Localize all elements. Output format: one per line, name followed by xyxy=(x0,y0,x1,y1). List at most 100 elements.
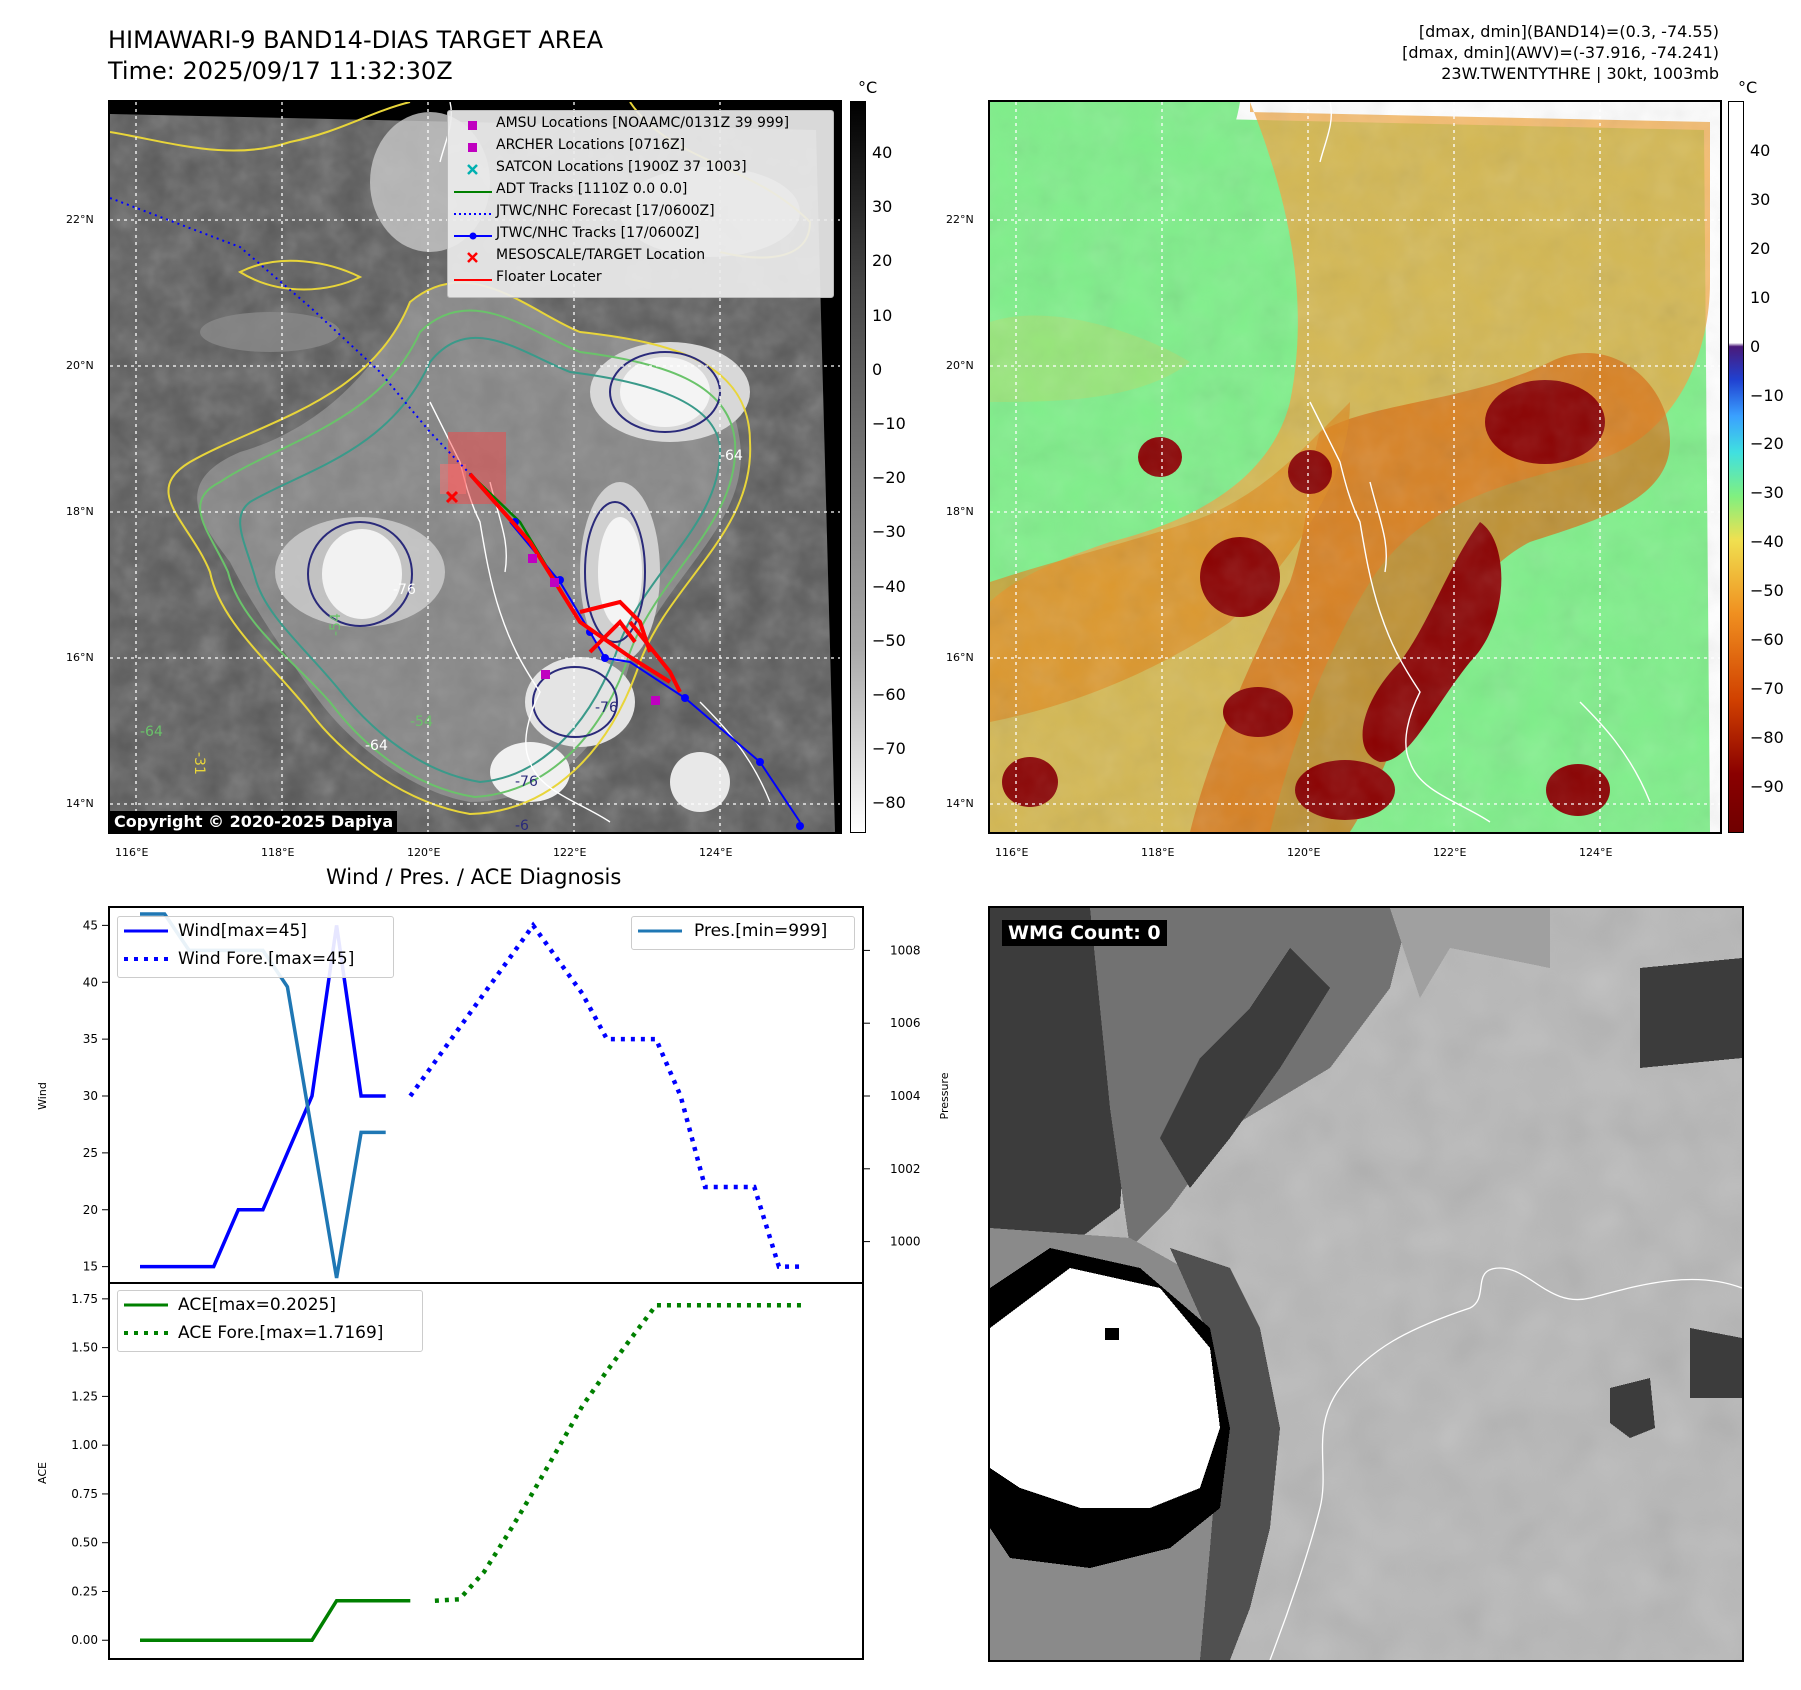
legend-label: MESOSCALE/TARGET Location xyxy=(496,247,706,263)
colorbar-tick-label: 0 xyxy=(1750,336,1761,356)
colorbar-tick-label: −20 xyxy=(872,468,906,488)
wind-tick-label: 40 xyxy=(83,975,98,989)
contour-label: -6 xyxy=(515,818,529,832)
awv-map-svg xyxy=(990,102,1720,832)
colorbar-tick-label: −40 xyxy=(1750,532,1784,552)
ace-forecast-legend-label: ACE Fore.[max=1.7169] xyxy=(178,1323,384,1343)
legend-x-icon xyxy=(467,252,478,263)
wmg-coastline xyxy=(1269,1267,1742,1660)
legend-item-target: MESOSCALE/TARGET Location xyxy=(448,247,833,265)
legend-item-jtwc-forecast: JTWC/NHC Forecast [17/0600Z] xyxy=(448,203,833,221)
wind-tick-label: 15 xyxy=(83,1260,98,1274)
colorbar-tick-label: −90 xyxy=(1750,776,1784,796)
awv-coastline xyxy=(1309,102,1651,823)
lon-label: 122°E xyxy=(1433,846,1467,859)
chart-title: HIMAWARI-9 BAND14-DIAS TARGET AREA xyxy=(108,26,604,54)
ace-series-line xyxy=(140,1598,411,1642)
colorbar-tick-label: 30 xyxy=(1750,189,1771,209)
legend-dotted-line-icon xyxy=(124,957,168,961)
lon-label: 118°E xyxy=(1141,846,1175,859)
legend-label: Floater Locater xyxy=(496,269,602,285)
legend-dotted-line-icon xyxy=(454,213,492,215)
legend-label: ADT Tracks [1110Z 0.0 0.0] xyxy=(496,181,688,197)
colorbar-tick-label: −50 xyxy=(872,630,906,650)
pressure-legend-label: Pres.[min=999] xyxy=(694,921,828,941)
legend-item-jtwc-tracks: JTWC/NHC Tracks [17/0600Z] xyxy=(448,225,833,243)
legend-solid-line-icon xyxy=(638,929,682,933)
wmg-panel: WMG Count: 0 xyxy=(988,906,1744,1662)
legend-item-adt: ADT Tracks [1110Z 0.0 0.0] xyxy=(448,181,833,199)
lat-label: 16°N xyxy=(946,651,974,664)
lon-label: 118°E xyxy=(261,846,295,859)
legend-line-icon xyxy=(454,279,492,281)
diagnosis-title: Wind / Pres. / ACE Diagnosis xyxy=(326,865,622,889)
lat-label: 22°N xyxy=(66,213,94,226)
awv-colorbar-unit: °C xyxy=(1738,78,1758,97)
colorbar-tick-label: 20 xyxy=(872,251,893,271)
lat-label: 18°N xyxy=(66,505,94,518)
ace-forecast-series-line xyxy=(434,1303,804,1603)
chart-timestamp: Time: 2025/09/17 11:32:30Z xyxy=(108,57,453,85)
colorbar-tick-label: 20 xyxy=(1750,238,1771,258)
legend-label: JTWC/NHC Tracks [17/0600Z] xyxy=(496,225,700,241)
contour-label: -31 xyxy=(191,752,207,775)
pressure-tick-label: 1004 xyxy=(890,1089,921,1103)
lon-label: 120°E xyxy=(1287,846,1321,859)
contour-label: -64 xyxy=(720,448,743,464)
colorbar-tick-label: −60 xyxy=(1750,630,1784,649)
legend-solid-line-icon xyxy=(124,1303,168,1307)
wind-tick-label: 25 xyxy=(83,1146,98,1160)
floater-locater-lines xyxy=(468,472,682,693)
contour-label: -64 xyxy=(365,738,388,754)
wind-series-line xyxy=(140,925,386,1269)
lon-label: 120°E xyxy=(407,846,441,859)
colorbar-tick-label: −10 xyxy=(1750,385,1784,405)
legend-line-icon xyxy=(454,191,492,193)
colorbar-tick-label: −80 xyxy=(872,793,906,813)
colorbar-tick-label: −70 xyxy=(1750,678,1784,698)
ace-tick-label: 0.25 xyxy=(71,1584,98,1598)
legend-item-amsu: AMSU Locations [NOAAMC/0131Z 39 999] xyxy=(448,115,833,133)
legend-x-icon xyxy=(467,164,478,175)
floater-box-small xyxy=(440,464,466,494)
legend-square-icon xyxy=(468,121,477,130)
wind-tick-label: 45 xyxy=(83,918,98,932)
jtwc-forecast-track xyxy=(110,197,471,475)
legend-label: JTWC/NHC Forecast [17/0600Z] xyxy=(496,203,715,219)
lon-label: 116°E xyxy=(115,846,149,859)
wind-tick-label: 20 xyxy=(83,1203,98,1217)
ace-tick-label: 1.25 xyxy=(71,1389,98,1403)
ace-tick-label: 0.00 xyxy=(71,1633,98,1647)
contour-labels: -64 -76 -54 -76 -64 -54 -31 -76 -64 -6 xyxy=(140,448,743,832)
wmg-count-label: WMG Count: 0 xyxy=(1002,920,1167,946)
ir-map-panel: -64 -76 -54 -76 -64 -54 -31 -76 -64 -6 C… xyxy=(108,100,842,834)
wind-forecast-legend-label: Wind Fore.[max=45] xyxy=(178,949,355,969)
awv-colorbar xyxy=(1728,101,1744,833)
jtwc-track xyxy=(509,521,801,823)
wmg-cells xyxy=(990,908,1742,1660)
lat-label: 20°N xyxy=(66,359,94,372)
ace-tick-label: 1.75 xyxy=(71,1292,98,1306)
legend-item-archer: ARCHER Locations [0716Z] xyxy=(448,137,833,155)
info-band14-range: [dmax, dmin](BAND14)=(0.3, -74.55) xyxy=(1418,22,1719,41)
legend-item-floater: Floater Locater xyxy=(448,269,833,287)
colorbar-tick-label: 10 xyxy=(872,305,893,325)
pressure-legend: Pres.[min=999] xyxy=(631,916,855,950)
pressure-tick-label: 1000 xyxy=(890,1235,921,1249)
wind-legend-label: Wind[max=45] xyxy=(178,921,307,941)
colorbar-tick-label: −40 xyxy=(872,576,906,596)
contour-label: -54 xyxy=(328,613,344,636)
legend-item-satcon: SATCON Locations [1900Z 37 1003] xyxy=(448,159,833,177)
contour-label: -76 xyxy=(393,582,416,598)
pressure-tick-label: 1006 xyxy=(890,1016,921,1030)
target-location-marker xyxy=(445,490,459,504)
colorbar-tick-label: −20 xyxy=(1750,434,1784,454)
ace-tick-label: 0.75 xyxy=(71,1487,98,1501)
diagnosis-panel: 15 20 25 30 35 40 45 Wind 1000 1002 1004 1006 1008 Pr… xyxy=(36,906,951,1662)
contour-label: -76 xyxy=(595,700,618,716)
colorbar-tick-label: −60 xyxy=(872,685,906,704)
legend-dotted-line-icon xyxy=(124,1331,168,1335)
lat-label: 20°N xyxy=(946,359,974,372)
lon-label: 124°E xyxy=(1579,846,1613,859)
colorbar-tick-label: 40 xyxy=(872,143,893,162)
